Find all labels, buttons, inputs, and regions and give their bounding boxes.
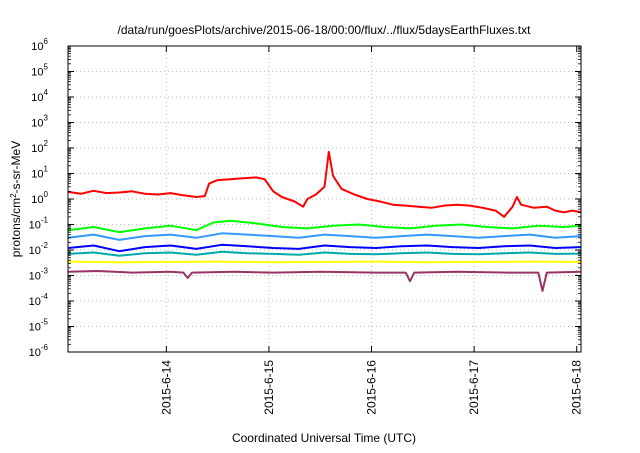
x-tick-label: 2015-6-14	[159, 360, 173, 415]
series-group	[67, 150, 582, 292]
y-tick-label: 106	[31, 37, 48, 53]
y-axis: 10-6 10-5 10-4 10-3 10-2 10-1 100 101 102 103 104 1…	[29, 37, 581, 359]
y-tick-label: 10-6	[29, 343, 49, 359]
series-line-4	[67, 250, 582, 257]
x-tick-label: 2015-6-15	[262, 360, 276, 415]
y-tick-label: 10-1	[29, 216, 49, 232]
y-tick-label: 100	[31, 190, 48, 206]
series-line-6	[67, 270, 582, 292]
y-tick-label: 10-5	[29, 318, 49, 334]
y-axis-label-unit: -s-sr-MeV	[9, 141, 23, 194]
x-axis: 2015-6-14 2015-6-15 2015-6-16 2015-6-17 2015…	[159, 46, 584, 415]
y-tick-label: 103	[31, 114, 48, 130]
y-tick-label: 105	[31, 63, 48, 79]
y-tick-label: 102	[31, 139, 48, 155]
x-tick-label: 2015-6-16	[365, 360, 379, 415]
y-tick-label: 101	[31, 165, 48, 181]
x-axis-label: Coordinated Universal Time (UTC)	[232, 431, 416, 445]
series-line-1	[67, 219, 582, 234]
y-axis-label-base: protons/cm	[9, 198, 23, 257]
series-line-5	[67, 260, 582, 264]
series-line-0	[67, 150, 582, 218]
series-line-2	[67, 232, 582, 241]
chart-title: /data/run/goesPlots/archive/2015-06-18/0…	[118, 23, 532, 37]
x-tick-label: 2015-6-18	[570, 360, 584, 415]
y-tick-label: 10-4	[29, 292, 49, 308]
y-tick-label: 104	[31, 88, 48, 104]
y-axis-label-exponent: 2	[9, 193, 18, 198]
series-line-3	[67, 243, 582, 253]
y-tick-label: 10-2	[29, 241, 49, 257]
x-tick-label: 2015-6-17	[467, 360, 481, 415]
y-axis-label: protons/cm2-s-sr-MeV	[9, 141, 24, 257]
grid	[68, 46, 581, 352]
y-tick-label: 10-3	[29, 267, 49, 283]
